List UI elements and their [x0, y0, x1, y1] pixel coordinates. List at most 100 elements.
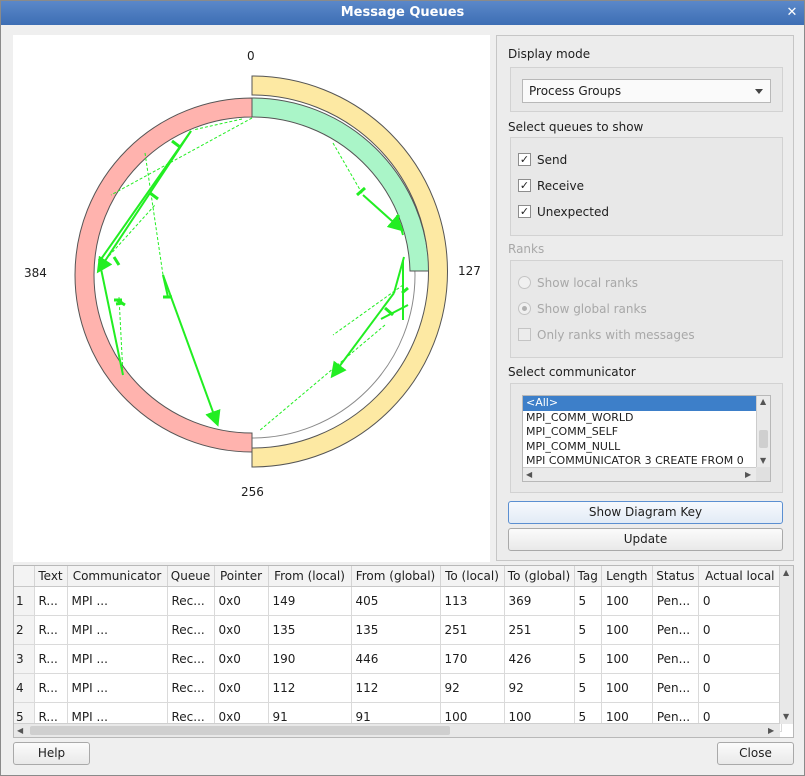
- table-row[interactable]: 4 R... MPI ... Rec... 0x0 112 112 92 92 5 100 Pen..…: [14, 673, 782, 703]
- message-line[interactable]: [258, 324, 386, 432]
- message-line[interactable]: [380, 304, 409, 320]
- table-row[interactable]: 2 R... MPI ... Rec... 0x0 135 135 251 251 5 100 Pen…: [14, 615, 782, 645]
- table-cell[interactable]: 405: [351, 586, 441, 616]
- table-cell[interactable]: 190: [268, 644, 352, 674]
- table-cell[interactable]: 0x0: [214, 673, 269, 703]
- table-cell[interactable]: 100: [601, 615, 653, 645]
- close-window-icon[interactable]: ✕: [786, 5, 798, 20]
- table-cell[interactable]: 112: [351, 673, 441, 703]
- table-cell[interactable]: 0x0: [214, 644, 269, 674]
- close-button[interactable]: Close: [717, 742, 794, 765]
- show-diagram-key-button[interactable]: Show Diagram Key: [508, 501, 783, 524]
- table-cell[interactable]: 135: [268, 615, 352, 645]
- table-cell[interactable]: 135: [351, 615, 441, 645]
- table-horizontal-scrollbar[interactable]: ◀ ▶: [14, 723, 780, 737]
- communicator-item[interactable]: MPI_COMM_SELF: [526, 425, 619, 438]
- table-cell[interactable]: 170: [440, 644, 505, 674]
- message-line[interactable]: [332, 142, 364, 196]
- message-line[interactable]: [332, 284, 404, 336]
- display-mode-select[interactable]: Process Groups: [522, 79, 771, 103]
- table-cell[interactable]: 0: [698, 644, 782, 674]
- table-cell[interactable]: 369: [504, 586, 575, 616]
- list-vertical-scrollbar[interactable]: ▲ ▼: [756, 396, 770, 469]
- message-line[interactable]: [162, 274, 221, 427]
- arrow-right-icon[interactable]: ▶: [745, 470, 752, 479]
- table-cell[interactable]: MPI ...: [67, 644, 168, 674]
- table-cell[interactable]: R...: [34, 586, 68, 616]
- table-cell[interactable]: 113: [440, 586, 505, 616]
- row-header[interactable]: 3: [14, 644, 35, 674]
- scroll-thumb[interactable]: [759, 430, 768, 448]
- table-cell[interactable]: 149: [268, 586, 352, 616]
- message-line[interactable]: [192, 118, 243, 131]
- table-cell[interactable]: Rec...: [167, 644, 215, 674]
- update-button[interactable]: Update: [508, 528, 783, 551]
- communicator-item[interactable]: MPI_COMM_NULL: [526, 439, 621, 453]
- table-cell[interactable]: 0: [698, 615, 782, 645]
- table-cell[interactable]: Pen...: [652, 644, 699, 674]
- message-line[interactable]: [144, 152, 164, 276]
- column-header[interactable]: Status: [652, 566, 699, 587]
- table-vertical-scrollbar[interactable]: ▲ ▼: [779, 566, 793, 724]
- message-line[interactable]: [118, 296, 124, 376]
- table-cell[interactable]: Pen...: [652, 673, 699, 703]
- table-cell[interactable]: 5: [574, 673, 602, 703]
- column-header[interactable]: Communicator: [67, 566, 168, 587]
- arrow-right-icon[interactable]: ▶: [768, 726, 775, 735]
- table-cell[interactable]: Rec...: [167, 673, 215, 703]
- message-line[interactable]: [98, 204, 156, 268]
- table-cell[interactable]: 0x0: [214, 615, 269, 645]
- table-cell[interactable]: MPI ...: [67, 586, 168, 616]
- table-cell[interactable]: Pen...: [652, 586, 699, 616]
- row-header[interactable]: 1: [14, 586, 35, 616]
- table-cell[interactable]: MPI ...: [67, 673, 168, 703]
- arrow-down-icon[interactable]: ▼: [760, 456, 767, 465]
- table-cell[interactable]: R...: [34, 644, 68, 674]
- row-header[interactable]: 2: [14, 615, 35, 645]
- table-cell[interactable]: 100: [601, 644, 653, 674]
- communicator-item[interactable]: MPI_COMM_WORLD: [526, 410, 634, 424]
- column-header[interactable]: Tag: [574, 566, 602, 587]
- table-cell[interactable]: MPI ...: [67, 615, 168, 645]
- table-cell[interactable]: 251: [504, 615, 575, 645]
- row-header[interactable]: 4: [14, 673, 35, 703]
- table-cell[interactable]: 5: [574, 644, 602, 674]
- table-cell[interactable]: 446: [351, 644, 441, 674]
- message-line[interactable]: [98, 258, 124, 376]
- help-button[interactable]: Help: [13, 742, 90, 765]
- column-header[interactable]: Text: [34, 566, 68, 587]
- message-line[interactable]: [330, 292, 395, 379]
- column-header[interactable]: To (global): [504, 566, 575, 587]
- column-header[interactable]: Queue: [167, 566, 215, 587]
- table-cell[interactable]: R...: [34, 673, 68, 703]
- table-cell[interactable]: 92: [440, 673, 505, 703]
- arrow-up-icon[interactable]: ▲: [783, 568, 790, 577]
- table-cell[interactable]: 426: [504, 644, 575, 674]
- table-row[interactable]: 3 R... MPI ... Rec... 0x0 190 446 170 426 5 100 Pen…: [14, 644, 782, 674]
- table-cell[interactable]: 5: [574, 615, 602, 645]
- table-cell[interactable]: 0: [698, 673, 782, 703]
- column-header[interactable]: Pointer: [214, 566, 269, 587]
- table-row[interactable]: 1 R... MPI ... Rec... 0x0 149 405 113 369 5 100 Pen…: [14, 586, 782, 616]
- column-header[interactable]: Length: [601, 566, 653, 587]
- table-cell[interactable]: 251: [440, 615, 505, 645]
- communicator-item[interactable]: MPI COMMUNICATOR 3 CREATE FROM 0: [526, 454, 744, 467]
- scroll-thumb[interactable]: [30, 726, 450, 735]
- table-cell[interactable]: 92: [504, 673, 575, 703]
- table-cell[interactable]: R...: [34, 615, 68, 645]
- message-line[interactable]: [110, 117, 253, 196]
- list-horizontal-scrollbar[interactable]: ◀ ▶: [523, 467, 756, 481]
- arrow-left-icon[interactable]: ◀: [526, 470, 533, 479]
- arrow-up-icon[interactable]: ▲: [760, 397, 767, 406]
- column-header[interactable]: To (local): [440, 566, 505, 587]
- column-header[interactable]: From (global): [351, 566, 441, 587]
- receive-queue-arc[interactable]: [251, 97, 430, 272]
- arrow-down-icon[interactable]: ▼: [783, 712, 790, 721]
- message-line[interactable]: [162, 274, 169, 298]
- column-header[interactable]: [14, 566, 35, 587]
- table-cell[interactable]: 0: [698, 586, 782, 616]
- table-cell[interactable]: 0x0: [214, 586, 269, 616]
- table-cell[interactable]: 100: [601, 586, 653, 616]
- message-line[interactable]: [98, 130, 192, 263]
- table-cell[interactable]: 100: [601, 673, 653, 703]
